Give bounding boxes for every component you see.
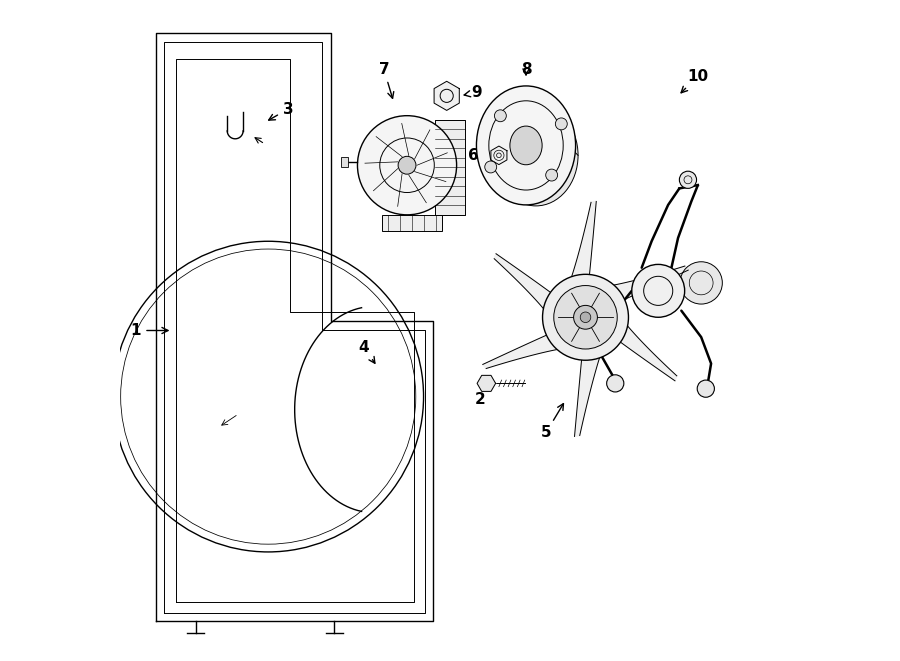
Text: 7: 7 [379,62,393,98]
Circle shape [543,274,628,360]
Circle shape [398,157,416,174]
Circle shape [580,312,590,323]
Polygon shape [607,266,688,301]
Polygon shape [494,254,554,314]
Bar [382,215,442,231]
Circle shape [494,110,507,122]
Circle shape [698,380,715,397]
Circle shape [607,375,624,392]
Text: 10: 10 [681,69,708,93]
Circle shape [554,286,617,349]
Bar [435,120,465,215]
Text: 2: 2 [474,383,490,407]
Polygon shape [434,81,459,110]
Circle shape [632,264,685,317]
Text: 6: 6 [468,148,489,163]
Text: 9: 9 [464,85,482,100]
Ellipse shape [510,126,542,165]
Text: 5: 5 [541,404,563,440]
Ellipse shape [494,104,578,206]
Polygon shape [477,375,496,391]
Circle shape [573,305,598,329]
Ellipse shape [476,86,576,205]
Circle shape [485,161,497,173]
Text: 4: 4 [359,340,375,364]
Text: 8: 8 [521,62,531,77]
Circle shape [680,171,697,188]
Circle shape [545,169,558,181]
Polygon shape [491,146,507,165]
Circle shape [680,262,723,304]
Polygon shape [616,321,677,381]
Polygon shape [570,202,597,283]
Text: 3: 3 [269,102,293,120]
Text: 1: 1 [130,323,168,338]
Bar [341,157,347,167]
Circle shape [357,116,456,215]
Circle shape [555,118,567,130]
Polygon shape [574,352,601,436]
Polygon shape [482,333,564,368]
